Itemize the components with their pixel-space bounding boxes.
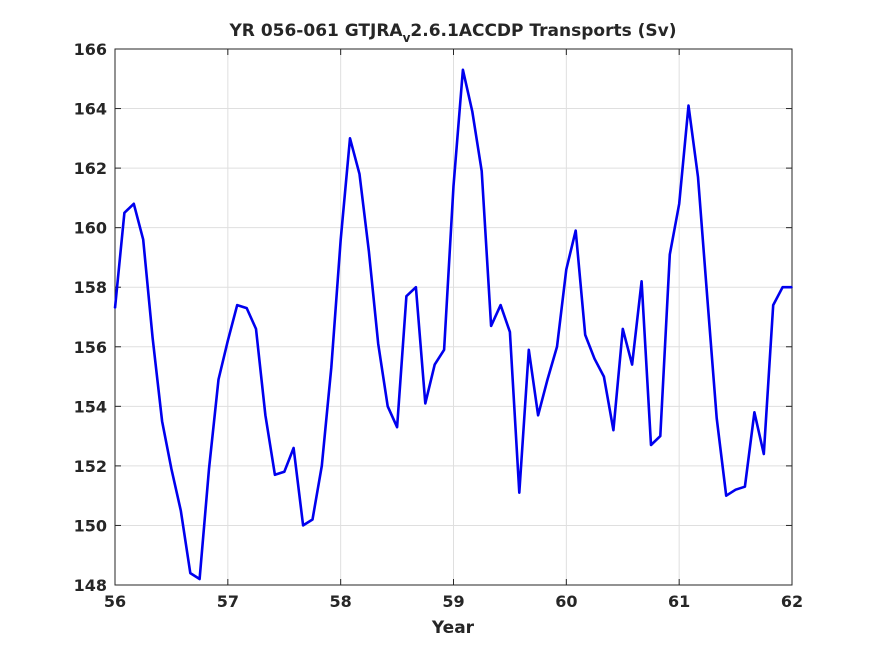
data-point <box>678 203 680 205</box>
series-layer <box>113 68 793 581</box>
y-tick-label: 154 <box>74 397 107 416</box>
axis-ticks: 56 57 58 59 60 61 62 148 150 152 154 156 158 160 162 16… <box>74 40 804 611</box>
y-tick-label: 152 <box>74 457 107 476</box>
data-point <box>697 176 699 178</box>
data-point <box>725 494 727 497</box>
data-point <box>283 471 286 473</box>
y-tick-label: 162 <box>74 159 107 178</box>
data-point <box>274 474 276 476</box>
data-point <box>311 518 314 521</box>
y-tick-label: 148 <box>74 576 107 595</box>
data-point <box>424 402 427 405</box>
data-point <box>123 212 126 214</box>
data-point <box>142 238 144 241</box>
data-point <box>227 340 229 342</box>
data-point <box>368 250 370 253</box>
y-tick-label: 164 <box>74 100 107 119</box>
x-tick-label: 58 <box>330 592 352 611</box>
data-point <box>537 414 539 417</box>
data-point <box>622 328 624 330</box>
data-point <box>556 346 558 348</box>
data-point <box>781 286 784 289</box>
data-point <box>593 357 596 360</box>
data-point <box>339 238 342 241</box>
data-point <box>198 578 201 580</box>
data-point <box>161 420 163 423</box>
y-tick-label: 158 <box>74 278 107 297</box>
data-point <box>264 414 267 417</box>
data-point <box>386 405 389 408</box>
data-point <box>518 491 521 494</box>
data-point <box>565 268 568 271</box>
data-point <box>640 280 643 283</box>
data-point <box>631 363 633 366</box>
data-point <box>245 307 248 309</box>
data-point <box>292 447 295 449</box>
x-tick-label: 61 <box>668 592 690 611</box>
data-point <box>330 366 333 369</box>
data-point <box>706 298 709 300</box>
data-point <box>349 137 351 140</box>
data-point <box>612 429 615 432</box>
data-point <box>377 343 380 345</box>
data-point <box>753 411 756 414</box>
data-point <box>772 304 774 306</box>
data-point <box>462 69 464 71</box>
data-point <box>791 286 793 289</box>
y-tick-label: 166 <box>74 40 107 59</box>
y-tick-label: 156 <box>74 338 107 357</box>
x-tick-label: 56 <box>104 592 126 611</box>
data-point <box>405 295 408 298</box>
data-point <box>433 363 436 366</box>
data-point <box>763 453 765 455</box>
data-point <box>744 485 746 488</box>
data-point <box>603 375 605 378</box>
data-point <box>528 349 530 351</box>
data-point <box>133 203 135 205</box>
data-point <box>189 572 192 574</box>
data-point <box>114 307 116 309</box>
data-point <box>180 509 182 512</box>
x-tick-label: 60 <box>555 592 577 611</box>
data-point <box>255 328 257 330</box>
data-point <box>715 417 718 420</box>
x-tick-label: 62 <box>781 592 803 611</box>
x-axis-label: Year <box>431 618 475 638</box>
y-tick-label: 160 <box>74 219 107 238</box>
data-point <box>321 465 323 467</box>
x-tick-label: 57 <box>217 592 239 611</box>
data-point <box>546 378 549 381</box>
data-point <box>480 170 483 172</box>
data-point <box>208 468 210 470</box>
data-point <box>574 229 577 232</box>
data-point <box>236 304 238 306</box>
data-point <box>490 325 492 327</box>
data-point <box>499 304 502 306</box>
chart-title-subscript: v <box>403 31 411 45</box>
data-point <box>734 488 737 491</box>
data-point <box>669 253 671 256</box>
data-point <box>659 435 662 437</box>
data-point <box>358 173 361 175</box>
data-point <box>509 331 511 333</box>
data-point <box>443 349 445 351</box>
data-point <box>170 468 173 470</box>
data-point <box>452 185 455 187</box>
data-point <box>396 426 398 429</box>
data-point <box>415 286 417 289</box>
y-tick-label: 150 <box>74 516 107 535</box>
data-point <box>217 378 220 381</box>
data-point <box>151 337 154 339</box>
data-point <box>687 104 690 107</box>
chart-title: YR 056-061 GTJRAv2.6.1ACCDP Transports (… <box>229 21 677 45</box>
data-point <box>650 444 652 446</box>
data-point <box>584 334 586 336</box>
data-point <box>471 110 474 113</box>
x-tick-label: 59 <box>442 592 464 611</box>
data-point <box>302 524 304 527</box>
